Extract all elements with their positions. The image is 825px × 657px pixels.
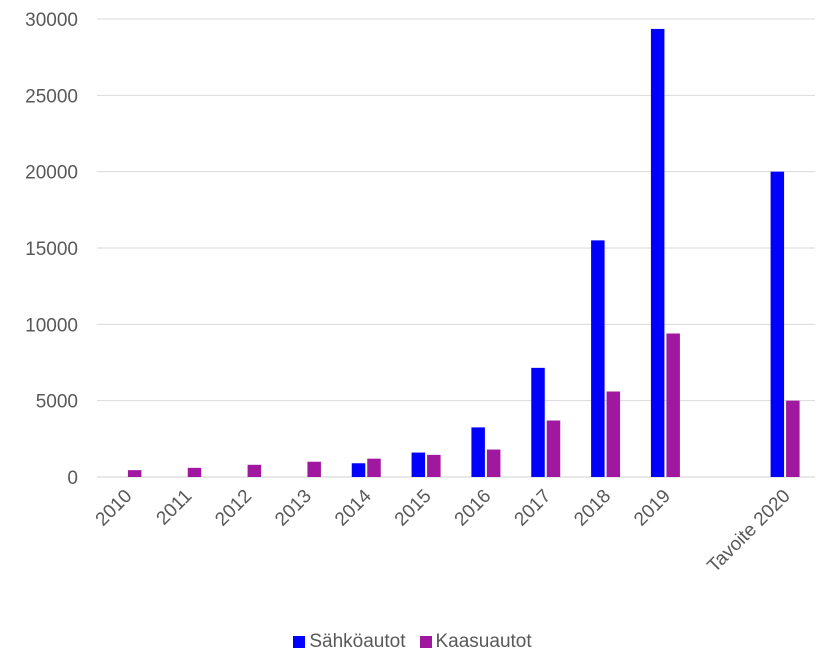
bar-sahkoautot bbox=[771, 172, 785, 477]
bar-kaasuautot bbox=[248, 465, 261, 477]
bar-sahkoautot bbox=[651, 29, 665, 477]
bar-kaasuautot bbox=[427, 455, 441, 477]
y-tick-label: 15000 bbox=[25, 239, 78, 260]
x-tick-label: 2011 bbox=[153, 486, 197, 530]
chart-plot-area: 0 5000 10000 15000 20000 25000 30000 2010 2011 20… bbox=[0, 0, 825, 625]
y-tick-label: 20000 bbox=[25, 163, 78, 184]
y-tick-label: 5000 bbox=[36, 392, 78, 413]
x-tick-label: 2018 bbox=[570, 486, 615, 531]
bar-sahkoautot bbox=[531, 368, 545, 477]
x-tick-label: 2014 bbox=[331, 485, 376, 530]
bar-kaasuautot bbox=[307, 462, 321, 477]
bar-kaasuautot bbox=[547, 421, 561, 477]
bar-kaasuautot bbox=[367, 459, 381, 477]
bar-sahkoautot bbox=[471, 427, 485, 477]
y-tick-label: 10000 bbox=[25, 315, 78, 336]
bar-kaasuautot bbox=[666, 333, 680, 477]
y-tick-label: 30000 bbox=[25, 10, 78, 31]
bar-kaasuautot bbox=[786, 401, 800, 477]
bar-kaasuautot bbox=[128, 470, 141, 477]
x-tick-label: Tavoite 2020 bbox=[704, 486, 795, 577]
legend-item-kaasuautot: Kaasuautot bbox=[420, 631, 532, 653]
legend-item-sahkoautot: Sähköautot bbox=[293, 631, 405, 653]
y-tick-label: 25000 bbox=[25, 86, 78, 107]
x-tick-label: 2012 bbox=[211, 486, 256, 531]
x-tick-label: 2017 bbox=[511, 486, 556, 531]
bar-sahkoautot bbox=[352, 463, 366, 477]
bar-kaasuautot bbox=[607, 392, 621, 477]
legend-label-kaasuautot: Kaasuautot bbox=[436, 631, 532, 653]
x-tick-label: 2013 bbox=[271, 486, 316, 531]
bar-kaasuautot bbox=[487, 450, 501, 477]
x-tick-label: 2016 bbox=[451, 486, 496, 531]
legend-swatch-kaasuautot bbox=[420, 636, 432, 648]
x-tick-label: 2015 bbox=[391, 486, 436, 531]
y-tick-label: 0 bbox=[67, 468, 78, 489]
x-tick-label: 2019 bbox=[630, 486, 675, 531]
bar-kaasuautot bbox=[188, 468, 202, 477]
bar-sahkoautot bbox=[412, 453, 426, 477]
bar-sahkoautot bbox=[591, 240, 605, 477]
legend-label-sahkoautot: Sähköautot bbox=[309, 631, 405, 653]
x-tick-label: 2010 bbox=[92, 486, 137, 531]
chart-legend: Sähköautot Kaasuautot bbox=[0, 631, 825, 653]
legend-swatch-sahkoautot bbox=[293, 636, 305, 648]
